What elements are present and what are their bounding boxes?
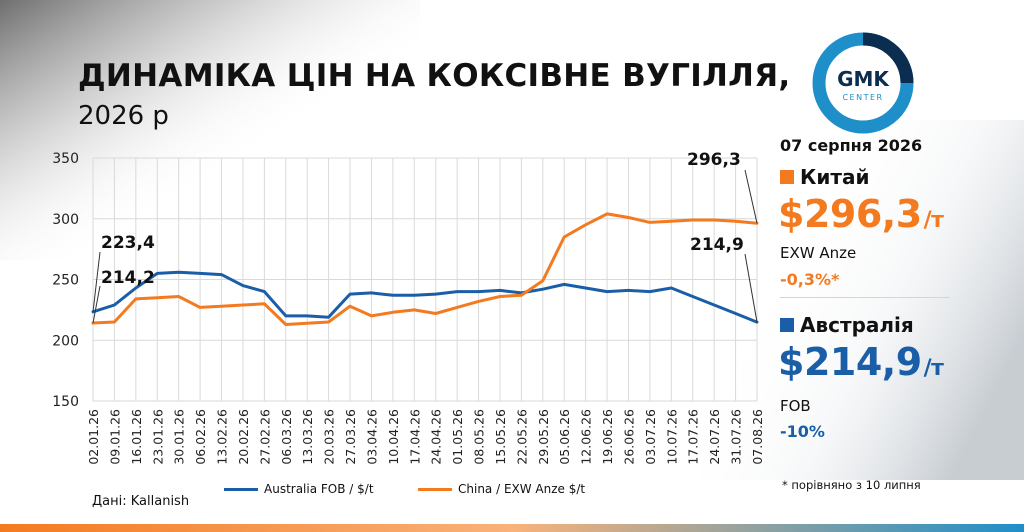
change-australia: -10% <box>780 422 825 441</box>
label-china-start-leader <box>92 285 101 324</box>
report-date: 07 серпня 2026 <box>780 136 923 155</box>
x-tick-label: 03.07.26 <box>643 409 658 465</box>
x-tick-label: 20.03.26 <box>322 409 337 465</box>
x-tick-label: 15.05.26 <box>493 409 508 465</box>
x-tick-label: 27.02.26 <box>257 409 272 465</box>
label-australia-start-leader <box>92 251 101 312</box>
y-tick-label: 350 <box>52 151 79 167</box>
x-tick-label: 12.06.26 <box>579 409 594 465</box>
x-tick-label: 16.01.26 <box>129 409 144 465</box>
x-tick-label: 23.01.26 <box>150 409 165 465</box>
label-australia-end: 214,9 <box>690 235 744 255</box>
price-china: $296,3/т <box>778 192 944 236</box>
x-tick-label: 13.03.26 <box>300 409 315 465</box>
x-tick-label: 10.07.26 <box>664 409 679 465</box>
x-tick-label: 02.01.26 <box>86 409 101 465</box>
panel-divider <box>780 297 950 298</box>
x-tick-label: 03.04.26 <box>364 409 379 465</box>
price-australia-unit: /т <box>923 356 944 381</box>
y-tick-label: 300 <box>52 212 79 228</box>
region-australia: Австралія <box>780 313 914 337</box>
x-tick-label: 22.05.26 <box>514 409 529 465</box>
price-china-unit: /т <box>923 208 944 233</box>
change-china: -0,3%* <box>780 270 840 289</box>
region-china: Китай <box>780 165 869 189</box>
x-tick-label: 30.01.26 <box>172 409 187 465</box>
legend-swatch-china <box>418 488 452 491</box>
china-marker <box>780 170 794 184</box>
x-tick-label: 13.02.26 <box>215 409 230 465</box>
y-tick-label: 150 <box>52 394 79 410</box>
legend-australia: Australia FOB / $/t <box>224 482 374 496</box>
bottom-accent-bar <box>0 524 1024 532</box>
x-tick-label: 29.05.26 <box>536 409 551 465</box>
region-china-label: Китай <box>800 165 870 189</box>
x-tick-label: 08.05.26 <box>472 409 487 465</box>
x-tick-label: 19.06.26 <box>600 409 615 465</box>
logo-text-center: CENTER <box>842 93 883 102</box>
x-tick-label: 20.02.26 <box>236 409 251 465</box>
logo-text-gmk: GMK <box>837 67 890 91</box>
data-source: Дані: Kallanish <box>92 494 190 509</box>
chart-title: ДИНАМІКА ЦІН НА КОКСІВНЕ ВУГІЛЛЯ, <box>78 58 791 94</box>
y-tick-label: 200 <box>52 333 79 349</box>
label-china-start: 214,2 <box>101 268 155 288</box>
x-tick-label: 09.01.26 <box>107 409 122 465</box>
australia-marker <box>780 318 794 332</box>
label-australia-start: 223,4 <box>101 233 155 253</box>
chart-subtitle: 2026 р <box>78 101 169 131</box>
basis-australia: FOB <box>780 397 811 415</box>
x-tick-label: 27.03.26 <box>343 409 358 465</box>
x-tick-label: 05.06.26 <box>557 409 572 465</box>
legend-label-australia: Australia FOB / $/t <box>264 482 374 496</box>
region-australia-label: Австралія <box>800 313 914 337</box>
price-australia-value: $214,9 <box>778 340 922 384</box>
x-tick-label: 17.04.26 <box>407 409 422 465</box>
x-tick-label: 24.04.26 <box>429 409 444 465</box>
price-australia: $214,9/т <box>778 340 944 384</box>
basis-china: EXW Anze <box>780 244 857 262</box>
x-tick-label: 06.02.26 <box>193 409 208 465</box>
footnote: * порівняно з 10 липня <box>782 478 921 492</box>
series-line-australia <box>91 270 759 324</box>
x-tick-label: 06.03.26 <box>279 409 294 465</box>
x-tick-label: 10.04.26 <box>386 409 401 465</box>
label-australia-end-leader <box>744 253 758 323</box>
legend-china: China / EXW Anze $/t <box>418 482 585 496</box>
x-tick-label: 01.05.26 <box>450 409 465 465</box>
label-china-end-leader <box>744 169 758 224</box>
legend-swatch-australia <box>224 488 258 491</box>
series-line-china <box>91 212 759 326</box>
legend-label-china: China / EXW Anze $/t <box>458 482 586 496</box>
x-tick-label: 31.07.26 <box>729 409 744 465</box>
y-tick-label: 250 <box>52 273 79 289</box>
x-tick-label: 07.08.26 <box>750 409 765 465</box>
x-tick-label: 17.07.26 <box>686 409 701 465</box>
price-china-value: $296,3 <box>778 192 922 236</box>
gmk-center-logo: GMK CENTER <box>812 32 914 134</box>
label-china-end: 296,3 <box>687 150 741 170</box>
x-tick-label: 24.07.26 <box>707 409 722 465</box>
x-tick-label: 26.06.26 <box>621 409 636 465</box>
